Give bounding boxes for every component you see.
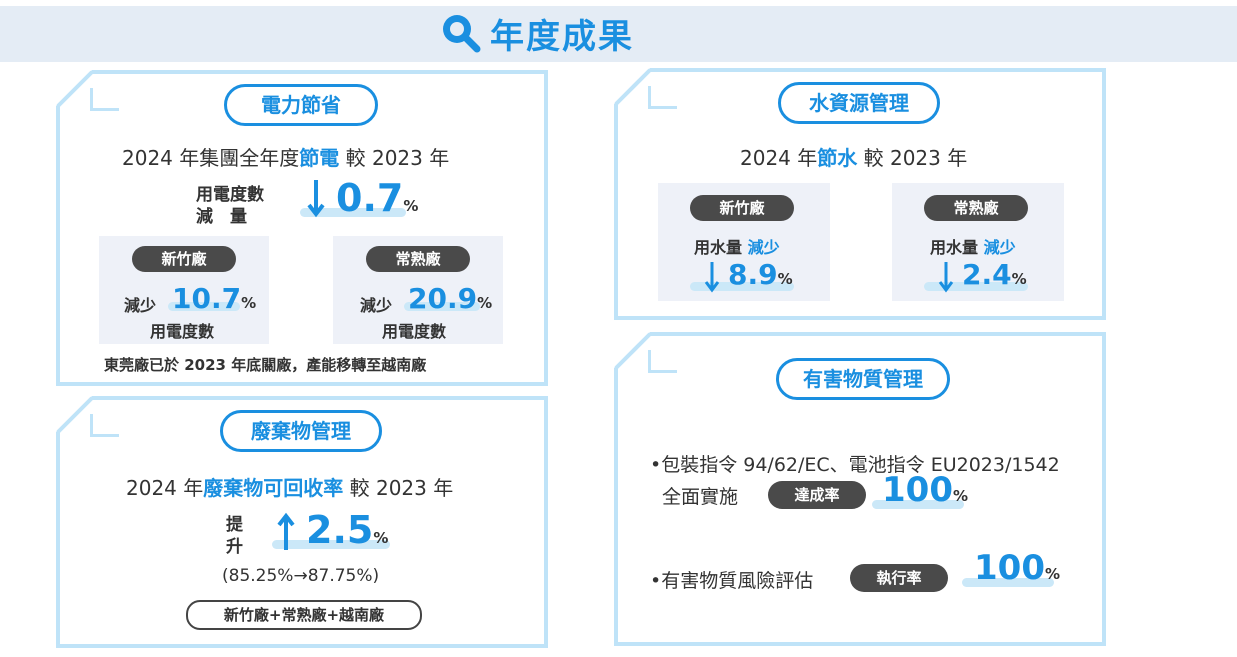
- hazard-item1-line1: •包裝指令 94/62/EC、電池指令 EU2023/1542: [650, 454, 1060, 476]
- power-summary: 2024 年集團全年度節電 較 2023 年: [122, 146, 450, 170]
- value-highlight: [962, 578, 1054, 587]
- card-corner-cut: [56, 396, 94, 434]
- power-plant-prefix-changshu: 減少: [360, 296, 393, 315]
- card-corner-cut: [614, 68, 652, 106]
- down-arrow-icon: [307, 180, 325, 218]
- hazard-item1-tag: 達成率: [768, 481, 866, 509]
- waste-scope: 新竹廠+常熟廠+越南廠: [186, 600, 422, 630]
- search-icon: [443, 15, 481, 53]
- power-plant-value-changshu: 20.9%: [408, 282, 493, 315]
- water-summary: 2024 年節水 較 2023 年: [740, 146, 968, 170]
- card-corner-cut: [614, 332, 652, 370]
- water-plant-tag-changshu: 常熟廠: [924, 195, 1028, 221]
- water-plant-value-changshu: 2.4%: [962, 258, 1027, 291]
- water-plant-value-hsinchu: 8.9%: [728, 258, 793, 291]
- corner-mark: [90, 88, 119, 111]
- waste-summary: 2024 年廢棄物可回收率 較 2023 年: [126, 476, 454, 500]
- hazard-item1-value: 100%: [882, 470, 969, 510]
- up-arrow-icon: [277, 512, 295, 550]
- power-plant-tag-changshu: 常熟廠: [366, 246, 470, 272]
- power-plant-label-hsinchu: 用電度數: [150, 322, 215, 341]
- water-plant-label-changshu: 用水量 減少: [930, 238, 1016, 257]
- corner-mark: [648, 350, 677, 373]
- power-title: 電力節省: [224, 84, 378, 126]
- power-metric-label-2: 減 量: [196, 207, 247, 227]
- value-highlight: [924, 282, 1028, 291]
- water-title: 水資源管理: [778, 82, 940, 124]
- hazard-item2-value: 100%: [974, 548, 1061, 588]
- waste-title: 廢棄物管理: [220, 410, 382, 452]
- down-arrow-icon: [704, 262, 720, 293]
- waste-metric-label: 提 升: [226, 515, 243, 557]
- page-title-text: 年度成果: [490, 16, 634, 57]
- corner-mark: [648, 86, 677, 109]
- power-plant-label-changshu: 用電度數: [382, 322, 447, 341]
- power-value-highlight: [300, 208, 406, 217]
- power-metric-label-1: 用電度數: [196, 185, 264, 205]
- waste-value: 2.5%: [306, 508, 389, 552]
- value-highlight: [872, 500, 964, 509]
- hazard-item1-line2: 全面實施: [662, 486, 739, 508]
- value-highlight: [690, 282, 794, 291]
- hazard-title: 有害物質管理: [776, 358, 950, 400]
- water-plant-tag-hsinchu: 新竹廠: [690, 195, 794, 221]
- power-value: 0.7%: [336, 176, 419, 220]
- down-arrow-icon: [938, 262, 954, 293]
- corner-mark: [90, 414, 119, 437]
- water-plant-label-hsinchu: 用水量 減少: [694, 238, 780, 257]
- power-plant-prefix-hsinchu: 減少: [124, 296, 157, 315]
- power-plant-value-hsinchu: 10.7%: [172, 282, 257, 315]
- hazard-item2-text: •有害物質風險評估: [650, 570, 814, 592]
- power-note: 東莞廠已於 2023 年底關廠，產能移轉至越南廠: [104, 356, 427, 374]
- header-banner: [0, 6, 1237, 62]
- waste-value-highlight: [272, 540, 390, 549]
- waste-range: (85.25%→87.75%): [222, 566, 380, 586]
- value-highlight: [168, 302, 240, 311]
- value-highlight: [404, 302, 480, 311]
- power-plant-tag-hsinchu: 新竹廠: [132, 246, 236, 272]
- hazard-item2-tag: 執行率: [850, 564, 948, 592]
- page-title: 年度成果: [440, 10, 634, 57]
- card-corner-cut: [56, 70, 94, 108]
